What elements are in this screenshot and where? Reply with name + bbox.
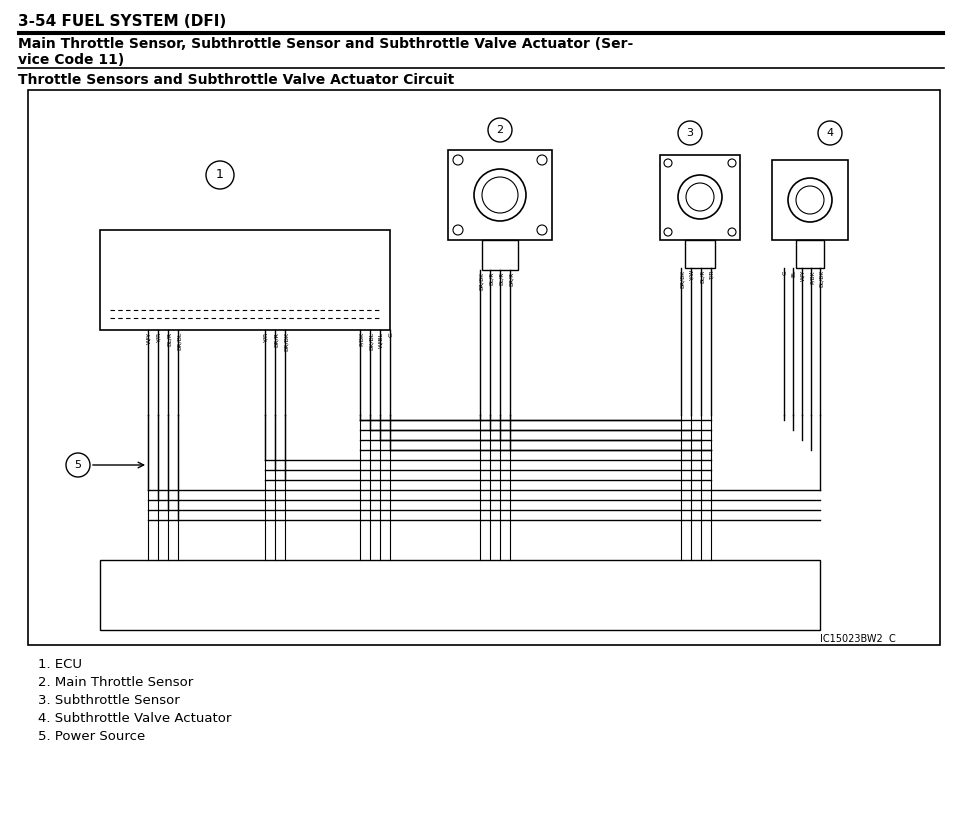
Text: Throttle Sensors and Subthrottle Valve Actuator Circuit: Throttle Sensors and Subthrottle Valve A… bbox=[18, 73, 454, 87]
Text: BL/R: BL/R bbox=[498, 272, 503, 285]
Bar bbox=[771, 160, 847, 240]
Text: G: G bbox=[388, 332, 393, 337]
Text: 2: 2 bbox=[496, 125, 503, 135]
Text: W/Y: W/Y bbox=[800, 270, 804, 281]
Bar bbox=[684, 240, 714, 268]
Text: BR/BK: BR/BK bbox=[678, 270, 684, 288]
Text: 5. Power Source: 5. Power Source bbox=[38, 730, 145, 743]
Text: 5: 5 bbox=[74, 460, 82, 470]
Text: W/Y: W/Y bbox=[146, 332, 151, 344]
Text: BL/R: BL/R bbox=[699, 270, 703, 284]
Text: P/BK: P/BK bbox=[358, 332, 363, 347]
Text: BK/BL: BK/BL bbox=[368, 332, 373, 351]
Text: IC15023BW2  C: IC15023BW2 C bbox=[819, 634, 895, 644]
Text: BL: BL bbox=[791, 270, 796, 277]
Text: 2. Main Throttle Sensor: 2. Main Throttle Sensor bbox=[38, 676, 193, 689]
Text: Y/R: Y/R bbox=[157, 332, 161, 342]
Text: BR/BK: BR/BK bbox=[478, 272, 483, 290]
Bar bbox=[448, 150, 552, 240]
Text: 1. ECU: 1. ECU bbox=[38, 658, 82, 671]
Text: 3: 3 bbox=[686, 128, 693, 138]
Text: Y/W: Y/W bbox=[689, 270, 694, 281]
Text: 4: 4 bbox=[825, 128, 832, 138]
Text: T/R: T/R bbox=[709, 270, 714, 280]
Text: BR/R: BR/R bbox=[508, 272, 513, 286]
Bar bbox=[100, 560, 819, 630]
Bar bbox=[100, 230, 389, 330]
Bar bbox=[795, 240, 824, 268]
Text: BR/BK: BR/BK bbox=[283, 332, 288, 351]
Bar bbox=[659, 155, 739, 240]
Text: Y/R: Y/R bbox=[263, 332, 268, 342]
Text: BR/BL: BR/BL bbox=[176, 332, 182, 351]
Text: 1: 1 bbox=[216, 169, 224, 181]
Text: 3-54 FUEL SYSTEM (DFI): 3-54 FUEL SYSTEM (DFI) bbox=[18, 14, 226, 29]
Text: BR/R: BR/R bbox=[273, 332, 279, 347]
Bar bbox=[481, 240, 517, 270]
Text: P/BK: P/BK bbox=[808, 270, 814, 284]
Text: 3. Subthrottle Sensor: 3. Subthrottle Sensor bbox=[38, 694, 180, 707]
Text: 4. Subthrottle Valve Actuator: 4. Subthrottle Valve Actuator bbox=[38, 712, 232, 725]
Text: BL/R: BL/R bbox=[166, 332, 171, 347]
Text: BL/R: BL/R bbox=[488, 272, 493, 285]
Text: G: G bbox=[781, 270, 787, 275]
Text: W/BL: W/BL bbox=[378, 332, 383, 348]
Bar bbox=[28, 90, 939, 645]
Text: Main Throttle Sensor, Subthrottle Sensor and Subthrottle Valve Actuator (Ser-
vi: Main Throttle Sensor, Subthrottle Sensor… bbox=[18, 37, 632, 67]
Text: BL/BK: BL/BK bbox=[818, 270, 823, 287]
